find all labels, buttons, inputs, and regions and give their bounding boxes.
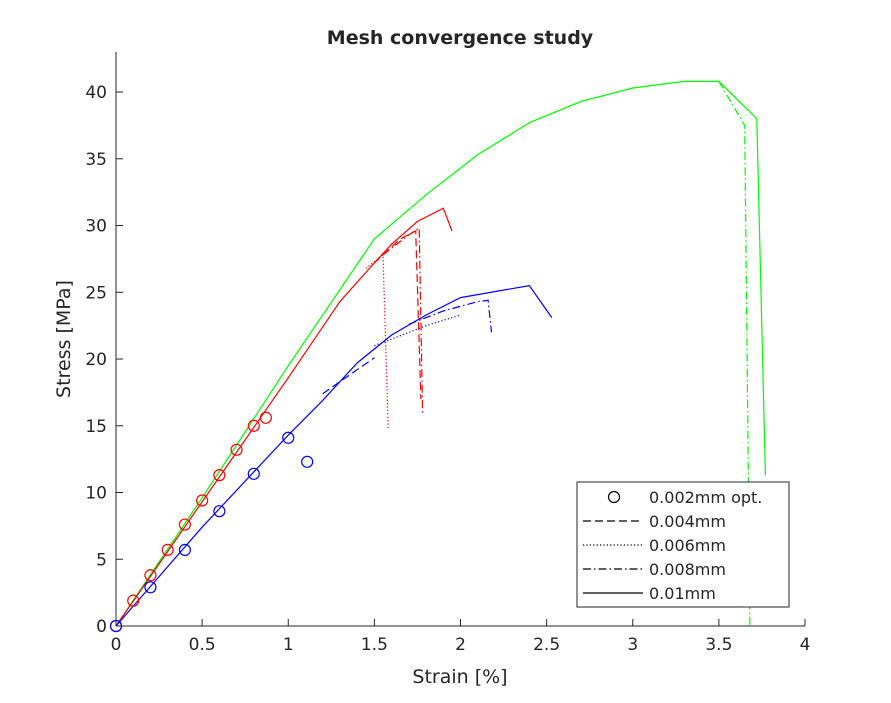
- legend-box: [576, 481, 790, 608]
- series-line-blue-dashdot: [408, 299, 493, 333]
- x-tick-label: 0: [111, 635, 122, 655]
- data-point-red: [230, 443, 243, 456]
- data-point-red: [161, 543, 174, 557]
- series-line-red-solid: [115, 207, 453, 627]
- series-line-blue-dotted: [374, 314, 461, 347]
- x-tick-label: 3.5: [705, 635, 732, 655]
- legend-marker: [607, 490, 621, 504]
- legend-label: 0.004mm: [649, 512, 726, 531]
- series-line-green-dashdot: [718, 81, 751, 627]
- legend-label: 0.006mm: [649, 536, 726, 555]
- data-point-red: [247, 419, 260, 432]
- x-tick-label: 2: [455, 635, 466, 655]
- y-tick-label: 30: [85, 217, 107, 237]
- x-tick-label: 0.5: [189, 635, 216, 655]
- legend-label: 0.008mm: [649, 560, 726, 579]
- data-point-blue: [282, 431, 295, 444]
- series-line-red-dotted: [365, 253, 389, 429]
- data-point-red: [196, 494, 209, 507]
- data-point-blue: [109, 619, 123, 633]
- y-axis-label: Stress [MPa]: [53, 280, 75, 398]
- y-tick-label: 25: [85, 283, 107, 303]
- x-tick-label: 4: [800, 635, 811, 655]
- x-axis-label: Strain [%]: [412, 666, 507, 688]
- data-point-blue: [247, 467, 260, 480]
- data-point-blue: [213, 505, 226, 518]
- y-tick-label: 35: [85, 150, 107, 170]
- x-tick-label: 1.5: [361, 635, 388, 655]
- x-tick-label: 2.5: [533, 635, 560, 655]
- y-tick-label: 0: [96, 617, 107, 637]
- legend: 0.002mm opt. 0.004mm 0.006mm 0.008mm 0.01mm: [576, 481, 790, 608]
- series-line-blue-solid: [115, 284, 553, 627]
- data-point-blue: [144, 581, 157, 594]
- data-point-red: [213, 469, 226, 482]
- data-point-red: [178, 518, 191, 531]
- x-tick-label: 3: [627, 635, 638, 655]
- y-tick-label: 40: [85, 83, 107, 103]
- data-point-red: [144, 569, 157, 582]
- chart-title: Mesh convergence study: [327, 27, 594, 49]
- y-tick-label: 20: [85, 350, 107, 370]
- x-tick-label: 1: [283, 635, 294, 655]
- y-tick-label: 10: [85, 484, 107, 504]
- legend-label: 0.002mm opt.: [649, 488, 762, 507]
- data-point-blue: [178, 543, 191, 557]
- legend-label: 0.01mm: [649, 584, 716, 603]
- data-point-red: [259, 411, 272, 424]
- series-line-blue-dashed: [322, 357, 375, 395]
- y-tick-label: 5: [96, 550, 107, 570]
- y-tick-label: 15: [85, 417, 107, 437]
- series-line-red-dashdot: [382, 227, 424, 414]
- data-point-red: [127, 594, 140, 607]
- data-point-blue: [301, 455, 314, 468]
